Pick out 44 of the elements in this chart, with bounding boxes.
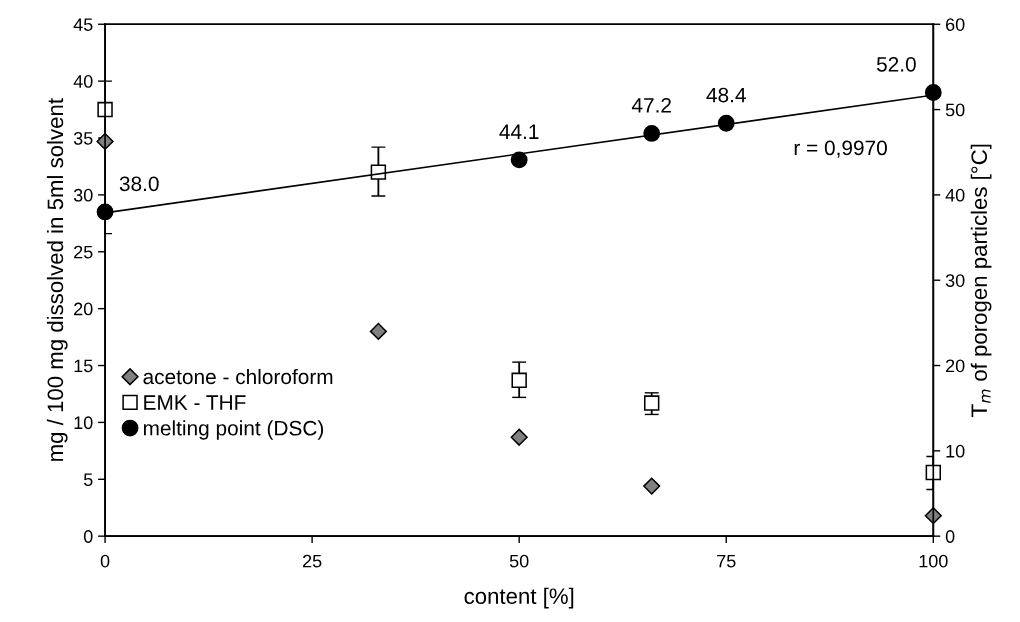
y-tick-label: 35 — [73, 131, 93, 145]
x-tick-label: 25 — [302, 554, 322, 568]
y2-tick-label: 40 — [945, 188, 965, 202]
data-label: 47.2 — [631, 97, 671, 113]
point — [717, 114, 735, 132]
x-tick-label: 0 — [100, 554, 110, 568]
legend-label: acetone - chloroform — [143, 368, 333, 385]
y-tick-label: 15 — [74, 359, 93, 373]
x-tick-label: 75 — [717, 554, 736, 568]
y2-axis-title: T$_{m}$ of porogen particles [°C] — [970, 144, 992, 417]
data-label: 44.1 — [499, 124, 539, 139]
legend-label: EMK - THF — [144, 395, 246, 410]
x-tick-label: 100 — [919, 554, 948, 568]
data-label: 38.0 — [119, 176, 159, 192]
data-label: 52.0 — [876, 56, 916, 72]
y2-tick-label: 30 — [945, 274, 965, 287]
point — [510, 151, 528, 169]
y2-tick-label: 10 — [946, 444, 965, 458]
annotation: r = 0,9970 — [794, 140, 887, 158]
y-tick-label: 5 — [83, 473, 93, 487]
y-tick-label: 0 — [83, 530, 93, 543]
y2-tick-label: 50 — [945, 103, 965, 117]
point — [369, 322, 388, 341]
point — [643, 125, 661, 142]
y-tick-label: 20 — [74, 302, 93, 316]
y-tick-label: 30 — [73, 188, 93, 202]
y-tick-label: 25 — [74, 245, 93, 259]
y-tick-label: 45 — [73, 18, 93, 31]
legend-label: melting point (DSC) — [143, 420, 324, 440]
x-tick-label: 50 — [509, 554, 529, 568]
y2-tick-label: 20 — [946, 359, 965, 373]
point — [96, 203, 114, 221]
x-axis-title: content [%] — [464, 587, 574, 609]
point — [924, 84, 942, 101]
point — [510, 428, 528, 446]
point — [511, 372, 527, 389]
data-label: 48.4 — [706, 87, 746, 103]
point — [643, 477, 661, 495]
y-tick-label: 40 — [73, 75, 93, 88]
y2-tick-label: 60 — [946, 18, 965, 31]
point — [643, 395, 660, 411]
y2-tick-label: 0 — [945, 530, 955, 543]
y-axis-title: mg / 100 mg dissolved in 5ml solvent — [46, 98, 68, 461]
y-tick-label: 10 — [74, 416, 93, 430]
